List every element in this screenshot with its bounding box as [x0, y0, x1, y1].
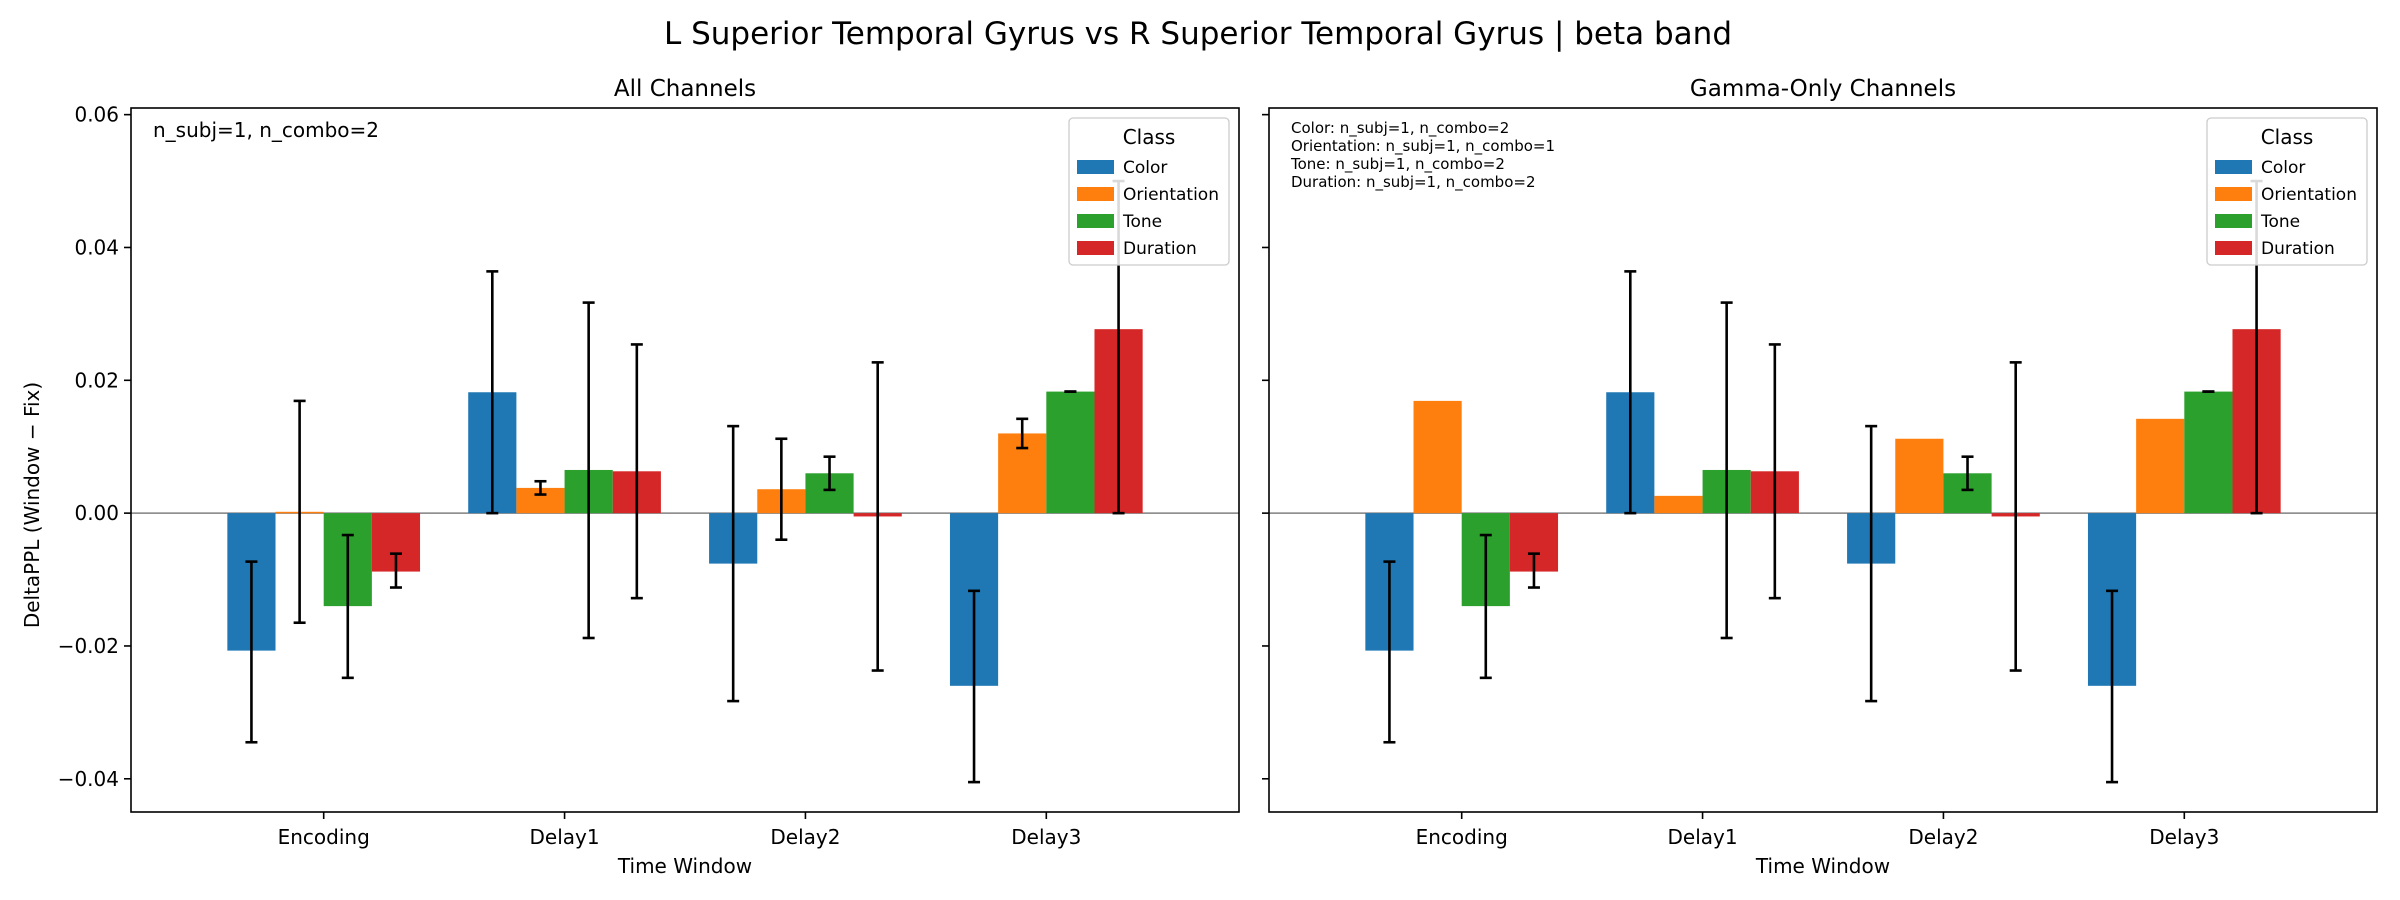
plot-area: Encoding Delay1 Delay2 Delay3 Color: n_subj=…	[1262, 107, 2378, 849]
y-tick-label: 0.02	[74, 368, 119, 392]
x-tick-label: Delay2	[770, 825, 840, 849]
bar-tone-delay3	[1046, 391, 1095, 514]
panel-gamma-only-channels: Gamma-Only Channels Time Window Encoding…	[1262, 76, 2378, 878]
legend: Class Color Orientation Tone Duration	[1068, 117, 1230, 266]
legend-swatch-color	[2215, 160, 2252, 174]
legend-swatch-tone	[2215, 214, 2252, 228]
annotation-text: Duration: n_subj=1, n_combo=2	[1291, 173, 1536, 192]
bar-orientation-delay3	[2136, 418, 2185, 514]
y-tick-label: −0.02	[58, 634, 119, 658]
legend-swatch-orientation	[2215, 187, 2252, 201]
legend-label-orientation: Orientation	[1123, 185, 1219, 205]
plot-area: −0.04 −0.02 0.00 0.02 0.04 0.06 Encoding Delay1…	[58, 103, 1240, 849]
bar-tone-delay3	[2184, 391, 2233, 514]
annotation-text: n_subj=1, n_combo=2	[153, 118, 379, 142]
x-axis-label: Time Window	[617, 854, 752, 878]
legend-swatch-orientation	[1077, 187, 1114, 201]
panel-title: Gamma-Only Channels	[1690, 76, 1956, 102]
legend-label-tone: Tone	[2260, 212, 2300, 232]
x-tick-label: Delay2	[1908, 825, 1978, 849]
legend-swatch-tone	[1077, 214, 1114, 228]
panel-title: All Channels	[614, 76, 756, 102]
x-axis-label: Time Window	[1755, 854, 1890, 878]
legend-label-tone: Tone	[1122, 212, 1162, 232]
legend-label-duration: Duration	[1123, 239, 1197, 259]
x-tick-label: Delay1	[1668, 825, 1738, 849]
legend-box	[1068, 117, 1230, 266]
x-tick-label: Delay3	[1011, 825, 1081, 849]
legend-label-color: Color	[1123, 158, 1167, 178]
legend-title: Class	[2261, 125, 2314, 149]
y-axis-label: DeltaPPL (Window − Fix)	[20, 382, 44, 628]
legend-title: Class	[1123, 125, 1176, 149]
bar-orientation-delay2	[1895, 438, 1944, 514]
y-tick-label: −0.04	[58, 767, 119, 791]
x-tick-label: Delay3	[2149, 825, 2219, 849]
annotation-text: Orientation: n_subj=1, n_combo=1	[1291, 137, 1555, 156]
legend-swatch-duration	[1077, 241, 1114, 255]
annotation-text: Color: n_subj=1, n_combo=2	[1291, 119, 1509, 138]
axes-frame	[130, 107, 1240, 813]
x-tick-label: Delay1	[530, 825, 600, 849]
axes-frame	[1268, 107, 2378, 813]
legend-swatch-duration	[2215, 241, 2252, 255]
legend-swatch-color	[1077, 160, 1114, 174]
annotation-text: Tone: n_subj=1, n_combo=2	[1290, 155, 1505, 174]
x-tick-label: Encoding	[278, 825, 370, 849]
y-tick-label: 0.04	[74, 235, 119, 259]
bar-orientation-encoding	[1413, 400, 1462, 514]
legend-box	[2206, 117, 2368, 266]
y-tick-label: 0.00	[74, 501, 119, 525]
legend-label-color: Color	[2261, 158, 2305, 178]
figure-suptitle: L Superior Temporal Gyrus vs R Superior …	[664, 16, 1732, 52]
panel-all-channels: All Channels Time Window −0.04 −0.02 0.00 0…	[58, 76, 1240, 878]
legend-label-orientation: Orientation	[2261, 185, 2357, 205]
x-tick-label: Encoding	[1416, 825, 1508, 849]
legend: Class Color Orientation Tone Duration	[2206, 117, 2368, 266]
legend-label-duration: Duration	[2261, 239, 2335, 259]
y-tick-label: 0.06	[74, 103, 119, 127]
bar-orientation-delay1	[1654, 495, 1703, 514]
